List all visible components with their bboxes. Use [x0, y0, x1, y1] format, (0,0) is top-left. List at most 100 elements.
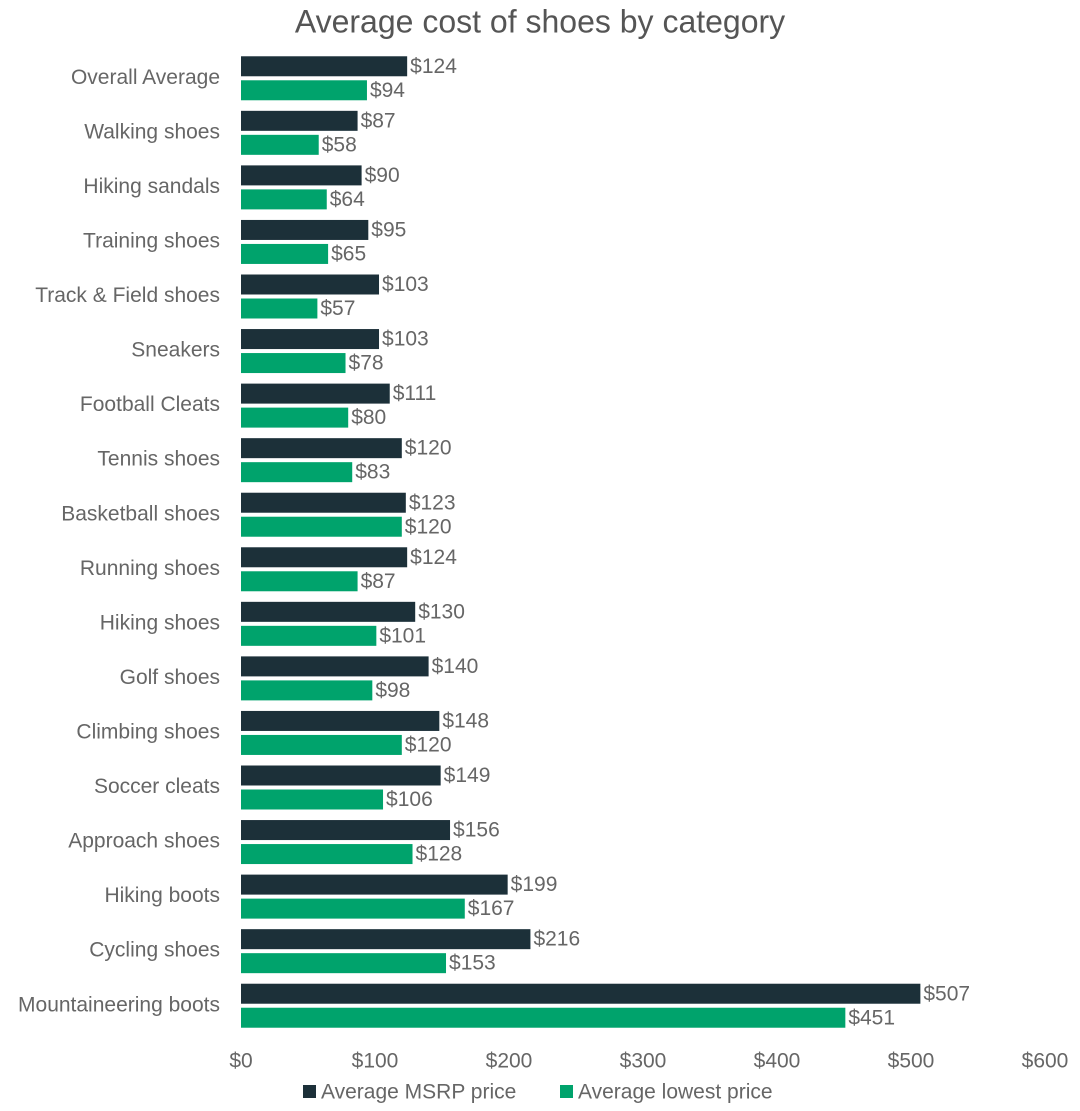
bar [241, 492, 406, 513]
data-label: $167 [468, 897, 515, 920]
data-label: $58 [322, 133, 357, 156]
y-tick-label: Soccer cleats [94, 775, 220, 798]
bar [241, 625, 377, 646]
legend-swatch [303, 1085, 316, 1098]
data-label: $130 [418, 600, 465, 623]
data-label: $98 [375, 679, 410, 702]
data-label: $199 [511, 873, 558, 896]
y-tick-label: Hiking shoes [100, 611, 220, 634]
data-label: $64 [330, 188, 365, 211]
x-tick-label: $100 [352, 1050, 399, 1073]
data-label: $80 [351, 406, 386, 429]
y-tick-label: Golf shoes [120, 666, 220, 689]
bar [241, 56, 408, 77]
bar [241, 353, 346, 374]
bar [241, 219, 369, 240]
bar [241, 953, 447, 974]
data-label: $123 [409, 491, 456, 514]
data-label: $124 [410, 546, 457, 569]
legend-swatch [560, 1085, 573, 1098]
legend-label: Average lowest price [578, 1081, 773, 1104]
data-label: $78 [349, 352, 384, 375]
x-tick-label: $300 [620, 1050, 667, 1073]
legend-label: Average MSRP price [321, 1081, 516, 1104]
bar [241, 165, 362, 186]
bar [241, 898, 465, 919]
x-tick-label: $500 [888, 1050, 935, 1073]
bar [241, 789, 384, 810]
data-label: $101 [379, 624, 426, 647]
chart-title: Average cost of shoes by category [295, 3, 785, 39]
data-label: $111 [393, 382, 437, 405]
bar [241, 680, 373, 701]
bar [241, 438, 402, 459]
y-tick-label: Football Cleats [80, 393, 220, 416]
bar [241, 547, 408, 568]
data-label: $156 [453, 819, 500, 842]
data-label: $128 [416, 843, 463, 866]
data-label: $87 [361, 570, 396, 593]
bar [241, 765, 441, 786]
bar [241, 601, 416, 622]
y-tick-label: Track & Field shoes [35, 284, 220, 307]
y-tick-label: Tennis shoes [97, 448, 220, 471]
x-tick-label: $400 [754, 1050, 801, 1073]
y-tick-label: Mountaineering boots [18, 993, 220, 1016]
bar [241, 80, 367, 101]
y-tick-label: Walking shoes [84, 120, 220, 143]
bar [241, 820, 451, 841]
data-label: $57 [320, 297, 355, 320]
bar [241, 462, 353, 483]
data-label: $451 [848, 1006, 895, 1029]
x-tick-label: $200 [486, 1050, 533, 1073]
data-label: $507 [923, 982, 970, 1005]
data-label: $120 [405, 515, 452, 538]
x-tick-label: $600 [1022, 1050, 1069, 1073]
bar [241, 274, 380, 295]
data-label: $149 [444, 764, 491, 787]
bar [241, 329, 380, 350]
y-tick-label: Sneakers [131, 339, 220, 362]
bar [241, 243, 329, 264]
data-label: $124 [410, 55, 457, 78]
data-label: $95 [371, 218, 406, 241]
data-label: $148 [442, 709, 489, 732]
y-tick-label: Training shoes [83, 229, 220, 252]
bar [241, 874, 508, 895]
y-tick-label: Cycling shoes [89, 939, 220, 962]
bar [241, 734, 402, 755]
bar [241, 110, 358, 131]
data-label: $90 [365, 164, 400, 187]
data-label: $65 [331, 242, 366, 265]
data-label: $120 [405, 733, 452, 756]
data-label: $94 [370, 79, 405, 102]
bar [241, 844, 413, 865]
x-tick-label: $0 [229, 1050, 252, 1073]
bar [241, 1007, 846, 1028]
data-label: $106 [386, 788, 433, 811]
data-label: $103 [382, 273, 429, 296]
bar [241, 383, 390, 404]
data-label: $83 [355, 461, 390, 484]
bar [241, 710, 440, 731]
y-tick-label: Overall Average [71, 66, 220, 89]
y-tick-label: Hiking boots [104, 884, 220, 907]
bar [241, 134, 319, 155]
y-tick-label: Running shoes [80, 557, 220, 580]
bar [241, 189, 327, 210]
bar [241, 571, 358, 592]
data-label: $103 [382, 328, 429, 351]
y-tick-label: Basketball shoes [61, 502, 220, 525]
bar [241, 298, 318, 319]
y-tick-label: Climbing shoes [76, 720, 220, 743]
data-label: $140 [432, 655, 479, 678]
bar [241, 516, 402, 537]
bar [241, 656, 429, 677]
bar [241, 407, 349, 428]
bar [241, 983, 921, 1004]
data-label: $120 [405, 437, 452, 460]
y-tick-label: Approach shoes [68, 830, 220, 853]
bar [241, 929, 531, 950]
data-label: $216 [533, 928, 580, 951]
